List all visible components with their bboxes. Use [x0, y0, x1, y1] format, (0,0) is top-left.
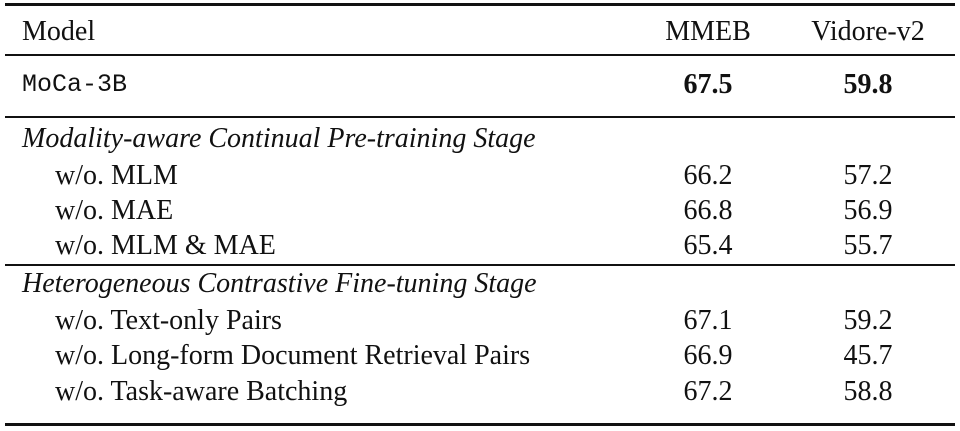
section-title: Modality-aware Continual Pre-training St… — [22, 123, 536, 154]
model-name: w/o. Task-aware Batching — [55, 376, 348, 407]
header-cell: MMEB — [665, 16, 751, 47]
value-cell: 59.2 — [843, 305, 893, 336]
header-cell: Model — [22, 16, 96, 47]
section-title: Heterogeneous Contrastive Fine-tuning St… — [22, 268, 537, 299]
value-cell: 65.4 — [683, 230, 733, 261]
value-cell: 66.8 — [683, 195, 733, 226]
header-cell: Vidore-v2 — [811, 16, 925, 47]
value-cell: 58.8 — [843, 376, 893, 407]
value-cell: 57.2 — [843, 160, 893, 191]
model-name: w/o. MLM — [55, 160, 178, 191]
value-cell: 45.7 — [843, 340, 893, 371]
value-cell: 66.2 — [683, 160, 733, 191]
value-cell: 67.1 — [683, 305, 733, 336]
value-cell: 55.7 — [843, 230, 893, 261]
top-rule — [5, 3, 955, 6]
value-cell: 56.9 — [843, 195, 893, 226]
section-rule — [5, 264, 955, 266]
main-rule — [5, 116, 955, 118]
model-name: w/o. Text-only Pairs — [55, 305, 282, 336]
value-cell: 59.8 — [843, 69, 893, 100]
model-name: w/o. MAE — [55, 195, 174, 226]
header-rule — [5, 54, 955, 56]
model-name: w/o. MLM & MAE — [55, 230, 276, 261]
value-cell: 67.5 — [683, 69, 733, 100]
value-cell: 66.9 — [683, 340, 733, 371]
value-cell: 67.2 — [683, 376, 733, 407]
model-name: MoCa-3B — [22, 70, 128, 99]
bottom-rule — [5, 423, 955, 426]
model-name: w/o. Long-form Document Retrieval Pairs — [55, 340, 531, 371]
